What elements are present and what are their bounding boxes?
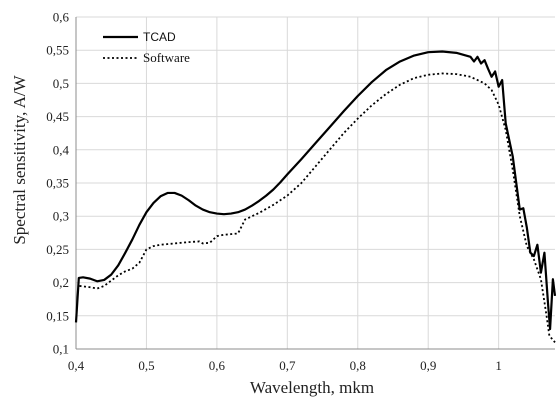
gridlines <box>76 16 555 349</box>
y-tick-label: 0,15 <box>46 308 69 323</box>
y-tick-label: 0,55 <box>46 43 69 58</box>
legend-label-software: Software <box>143 50 190 65</box>
y-tick-label: 0,3 <box>53 209 69 224</box>
x-tick-label: 0,5 <box>138 358 154 373</box>
series-line-software <box>79 72 556 343</box>
y-tick-label: 0,25 <box>46 242 69 257</box>
legend: TCAD Software <box>103 30 190 65</box>
x-tick-label: 0,8 <box>350 358 366 373</box>
y-tick-label: 0,35 <box>46 176 69 191</box>
x-tick-label: 0,9 <box>420 358 436 373</box>
x-tick-label: 0,6 <box>209 358 226 373</box>
y-tick-label: 0,1 <box>53 342 69 357</box>
y-tick-label: 0,4 <box>53 142 70 157</box>
series-line-tcad <box>74 50 557 331</box>
x-tick-label: 1 <box>495 358 502 373</box>
axes <box>75 17 555 350</box>
x-tick-label: 0,4 <box>68 358 85 373</box>
x-tick-label: 0,7 <box>279 358 296 373</box>
x-axis-label: Wavelength, mkm <box>250 378 374 397</box>
y-tick-label: 0,5 <box>53 76 69 91</box>
legend-label-tcad: TCAD <box>143 30 176 44</box>
series-lines <box>74 50 557 343</box>
y-tick-label: 0,2 <box>53 275 69 290</box>
y-tick-label: 0,6 <box>53 10 70 25</box>
tick-labels: 0,1 0,15 0,2 0,25 0,3 0,35 0,4 0,45 0,5 0,55 0,6 0,… <box>46 10 502 374</box>
y-axis-label: Spectral sensitivity, A/W <box>10 74 29 244</box>
y-tick-label: 0,45 <box>46 109 69 124</box>
